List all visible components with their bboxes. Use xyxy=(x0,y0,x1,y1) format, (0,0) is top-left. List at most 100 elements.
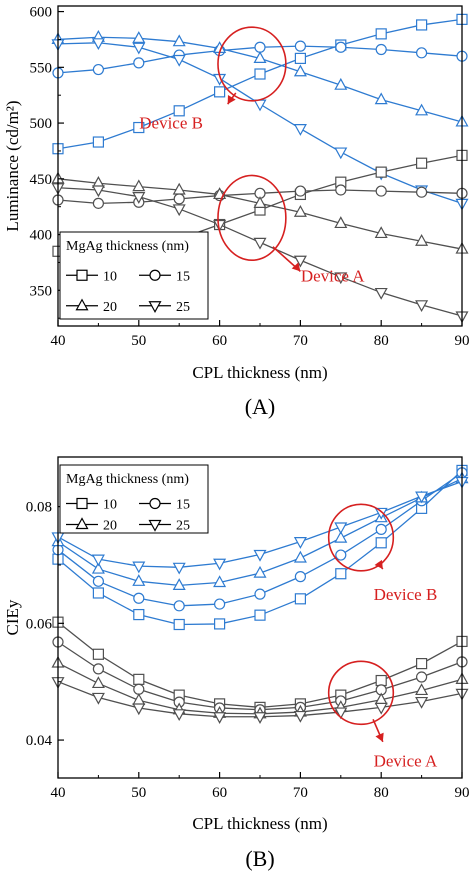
series-device-b-triangle-down xyxy=(51,38,469,211)
data-point-triangle-up xyxy=(293,205,307,217)
data-point-circle xyxy=(254,41,266,53)
data-point-triangle-up xyxy=(253,196,267,208)
data-point-triangle-down xyxy=(415,491,429,504)
data-point-square xyxy=(416,19,428,31)
x-tick-label: 80 xyxy=(374,785,389,801)
data-point-circle xyxy=(173,600,185,612)
data-point-triangle-down xyxy=(253,549,267,562)
data-point-triangle-up xyxy=(293,64,307,77)
legend-title: MgAg thickness (nm) xyxy=(66,472,189,487)
annotation-label: Device B xyxy=(139,114,203,133)
data-point-square xyxy=(133,121,145,134)
y-tick-label: 400 xyxy=(30,228,53,244)
data-point-square xyxy=(416,658,428,670)
data-point-square xyxy=(133,673,145,685)
data-point-triangle-down xyxy=(172,709,186,722)
data-point-circle xyxy=(294,571,306,583)
data-point-triangle-up xyxy=(334,216,348,229)
y-axis-title: CIEy xyxy=(3,599,22,635)
series-line xyxy=(57,18,463,150)
data-point-triangle-down xyxy=(334,147,348,160)
annotation-label: Device B xyxy=(374,585,438,604)
data-point-circle xyxy=(214,598,226,610)
x-tick-label: 90 xyxy=(455,333,470,349)
annotation-arrowhead xyxy=(227,94,236,105)
legend-marker-triangle-down xyxy=(148,301,162,313)
annotation-arrowhead xyxy=(291,262,301,272)
panel-label: (B) xyxy=(245,846,274,871)
data-point-triangle-down xyxy=(172,54,186,67)
data-point-triangle-up xyxy=(415,103,429,116)
panel-label: (A) xyxy=(245,394,276,419)
data-point-square xyxy=(254,609,266,621)
data-point-triangle-up xyxy=(172,578,186,591)
data-point-square xyxy=(335,568,347,580)
data-point-square xyxy=(92,648,105,660)
data-point-circle xyxy=(92,197,105,209)
data-point-triangle-down xyxy=(253,99,267,112)
x-tick-label: 60 xyxy=(212,785,227,801)
data-point-square xyxy=(133,608,145,621)
series-device-a-triangle-down xyxy=(51,183,469,324)
legend-marker-square xyxy=(76,269,88,281)
data-point-triangle-down xyxy=(293,710,307,723)
data-point-circle xyxy=(375,185,387,197)
data-point-circle xyxy=(133,57,145,69)
data-point-circle xyxy=(375,523,387,535)
data-point-triangle-down xyxy=(293,537,307,549)
series-device-b-square xyxy=(52,13,468,155)
legend-label: 20 xyxy=(103,519,117,534)
data-point-triangle-down xyxy=(172,204,186,217)
series-line xyxy=(57,641,463,711)
x-tick-label: 90 xyxy=(455,785,470,801)
data-point-square xyxy=(173,105,185,117)
data-point-triangle-up xyxy=(415,683,429,696)
data-point-triangle-up xyxy=(334,530,348,543)
data-point-triangle-down xyxy=(253,712,267,724)
panel-b-ciey-chart: Device B Device A 40 50 60 70 80 90 0.04 0.06 0.08… xyxy=(3,456,470,871)
y-axis: 350 400 450 500 550 600 xyxy=(30,5,64,319)
data-point-triangle-down xyxy=(132,192,146,204)
legend-entry-square: 10 xyxy=(66,498,117,513)
data-point-triangle-up xyxy=(415,234,429,246)
y-axis-title: Luminance (cd/m²) xyxy=(3,100,22,231)
data-point-square xyxy=(294,52,306,65)
annotation-device-a: Device A xyxy=(327,660,438,770)
legend-entry-triangle-down: 25 xyxy=(139,519,190,534)
legend-entry-square: 10 xyxy=(66,269,117,284)
data-point-circle xyxy=(416,186,428,198)
data-point-circle xyxy=(375,43,387,56)
highlight-ellipse xyxy=(217,26,287,102)
data-point-square xyxy=(375,166,387,178)
legend-marker-triangle-down xyxy=(148,519,162,532)
data-point-triangle-up xyxy=(253,565,267,578)
data-point-triangle-down xyxy=(374,287,388,300)
data-point-triangle-up xyxy=(374,226,388,239)
x-tick-label: 50 xyxy=(131,333,146,349)
y-tick-label: 500 xyxy=(30,116,53,132)
annotation-label: Device A xyxy=(301,266,365,285)
series-device-b-circle xyxy=(52,40,468,79)
legend-label: 25 xyxy=(176,519,190,534)
data-point-triangle-down xyxy=(293,124,307,136)
series-device-a-square xyxy=(52,616,468,713)
legend-entry-circle: 15 xyxy=(139,498,190,513)
annotation-device-a: Device A xyxy=(217,174,365,285)
data-point-triangle-up xyxy=(334,77,348,90)
data-point-triangle-down xyxy=(132,561,146,574)
annotation-device-b: Device B xyxy=(327,503,438,604)
series-device-a-triangle-down xyxy=(51,677,469,724)
x-tick-label: 70 xyxy=(293,333,308,349)
data-point-triangle-down xyxy=(132,42,146,55)
data-point-triangle-down xyxy=(91,554,105,567)
data-point-triangle-up xyxy=(213,575,227,588)
data-point-triangle-up xyxy=(172,34,186,47)
data-point-triangle-up xyxy=(132,574,146,586)
data-point-circle xyxy=(335,41,347,53)
y-tick-label: 0.04 xyxy=(26,733,53,749)
x-tick-label: 60 xyxy=(212,333,227,349)
data-point-triangle-up xyxy=(253,51,267,64)
data-point-circle xyxy=(92,575,105,587)
legend: MgAg thickness (nm) 10 15 20 25 xyxy=(59,231,209,320)
